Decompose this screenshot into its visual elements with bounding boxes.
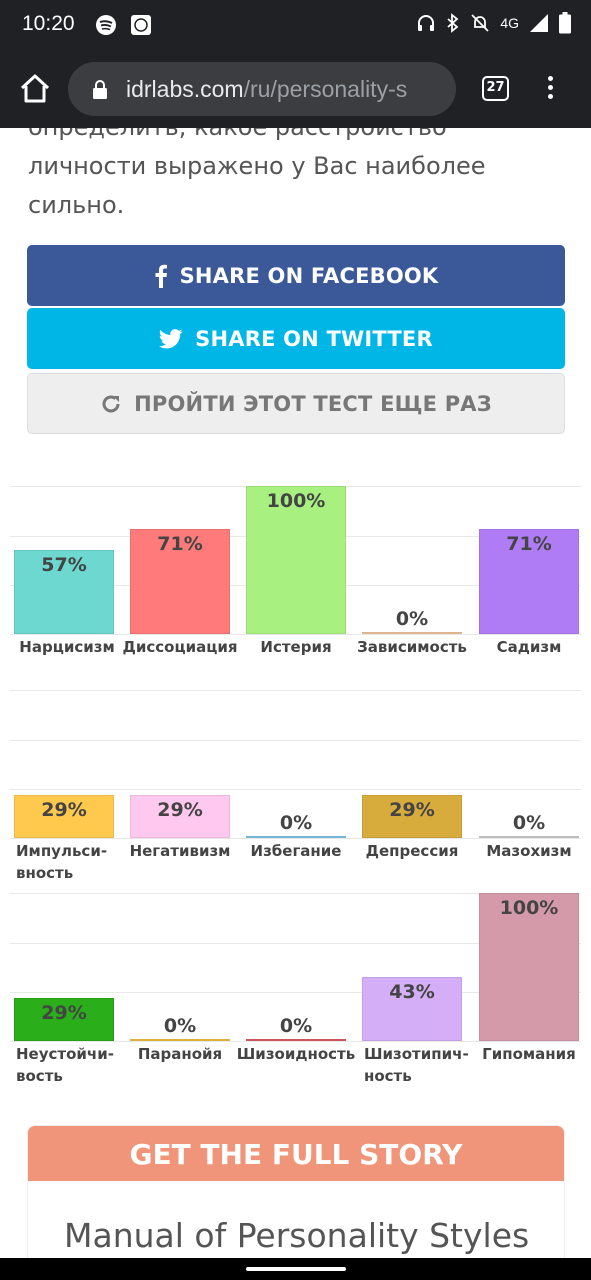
bar (14, 550, 114, 634)
share-facebook-label: SHARE ON FACEBOOK (179, 263, 439, 288)
share-twitter-button[interactable]: SHARE ON TWITTER (27, 308, 565, 369)
url-path: /ru/personality-s (243, 76, 408, 102)
retake-test-label: ПРОЙТИ ЭТОТ ТЕСТ ЕЩЕ РАЗ (134, 391, 492, 416)
full-story-title[interactable]: Manual of Personality Styles (64, 1216, 530, 1255)
app-badge-icon (131, 15, 151, 35)
x-axis-line (10, 838, 581, 839)
battery-icon (559, 12, 571, 34)
lock-icon (93, 80, 107, 99)
retake-test-button[interactable]: ПРОЙТИ ЭТОТ ТЕСТ ЕЩЕ РАЗ (27, 373, 565, 434)
status-time: 10:20 (22, 12, 75, 35)
intro-clip: определить, какое расстройство личности … (0, 128, 591, 228)
category-label: Паранойя (137, 1045, 223, 1063)
signal-icon (530, 14, 548, 32)
bar (246, 836, 346, 838)
bar-value-label: 57% (41, 554, 87, 576)
bar-value-label: 71% (506, 533, 552, 555)
full-story-header: GET THE FULL STORY (28, 1126, 564, 1181)
bar (130, 795, 230, 838)
home-icon[interactable] (18, 72, 52, 106)
share-facebook-button[interactable]: SHARE ON FACEBOOK (27, 245, 565, 306)
bar (130, 529, 230, 634)
system-nav-bar (0, 1258, 591, 1280)
url-domain: idrlabs.com (126, 76, 244, 102)
category-label: Неустойчи-вость (16, 1045, 114, 1085)
bar (362, 977, 462, 1041)
category-label: Мазохизм (486, 842, 572, 860)
network-label: 4G (500, 15, 519, 31)
bar-value-label: 0% (163, 1015, 197, 1037)
category-label: Нарцисизм (19, 638, 115, 656)
bar-value-label: 29% (389, 799, 435, 821)
category-label: Избегание (250, 842, 342, 860)
url-bar[interactable]: idrlabs.com/ru/personality-s (68, 62, 456, 116)
gridline (10, 690, 581, 691)
bar-chart-2: 29% Импульси-вность 29% Негативизм 0% Избеган… (0, 690, 591, 882)
category-label: Импульси-вность (16, 842, 108, 882)
tab-switcher-button[interactable]: 27 (482, 76, 509, 101)
bar-value-label: 0% (395, 608, 429, 630)
bar (479, 529, 579, 634)
facebook-icon (155, 264, 167, 288)
category-label: Депрессия (365, 842, 459, 860)
bluetooth-icon (447, 13, 459, 33)
category-label: Зависимость (357, 638, 467, 656)
bar (362, 632, 462, 634)
bar-value-label: 0% (279, 812, 313, 834)
do-not-disturb-icon (471, 14, 489, 32)
bar (14, 795, 114, 838)
headphones-icon (418, 15, 435, 31)
x-axis-line (10, 634, 581, 635)
bar-value-label: 71% (157, 533, 203, 555)
status-icons: 4G (416, 12, 571, 34)
category-label: Садизм (496, 638, 562, 656)
browser-menu-icon[interactable] (542, 74, 558, 104)
bar (130, 1039, 230, 1041)
refresh-icon (102, 394, 120, 412)
bar-value-label: 29% (157, 799, 203, 821)
url-text[interactable]: idrlabs.com/ru/personality-s (126, 76, 407, 103)
category-label: Истерия (260, 638, 332, 656)
bar (479, 893, 579, 1041)
spotify-icon (96, 15, 116, 35)
bar-value-label: 0% (279, 1015, 313, 1037)
share-twitter-label: SHARE ON TWITTER (195, 326, 433, 351)
category-label: Гипомания (482, 1045, 576, 1063)
category-label: Шизоидность (236, 1045, 356, 1063)
bar-value-label: 100% (499, 897, 559, 919)
bar (479, 836, 579, 838)
category-label: Диссоциация (122, 638, 238, 656)
intro-text: определить, какое расстройство личности … (28, 128, 486, 219)
bar (362, 795, 462, 838)
gridline (10, 893, 581, 894)
home-gesture-pill[interactable] (246, 1267, 346, 1271)
bar-value-label: 29% (41, 799, 87, 821)
bar-value-label: 0% (512, 812, 546, 834)
bar-chart-1: 57% Нарцисизм 71% Диссоциация 100% Истерия 0% З… (0, 486, 591, 676)
gridline (10, 992, 581, 993)
gridline (10, 740, 581, 741)
bar-value-label: 29% (41, 1002, 87, 1024)
bar (246, 486, 346, 634)
gridline (10, 943, 581, 944)
bar-chart-3: 29% Неустойчи-вость 0% Паранойя 0% Шизоидност… (0, 893, 591, 1085)
full-story-card[interactable]: GET THE FULL STORY Manual of Personality… (27, 1125, 565, 1275)
category-label: Негативизм (129, 842, 231, 860)
bar (14, 998, 114, 1041)
category-label: Шизотипич-ность (364, 1045, 469, 1085)
gridline (10, 789, 581, 790)
bar-value-label: 100% (266, 490, 326, 512)
twitter-icon (159, 328, 183, 348)
bar (246, 1039, 346, 1041)
x-axis-line (10, 1041, 581, 1042)
bar-value-label: 43% (389, 981, 435, 1003)
status-bar: 10:20 4G (0, 0, 591, 50)
browser-toolbar: idrlabs.com/ru/personality-s 27 (0, 50, 591, 128)
